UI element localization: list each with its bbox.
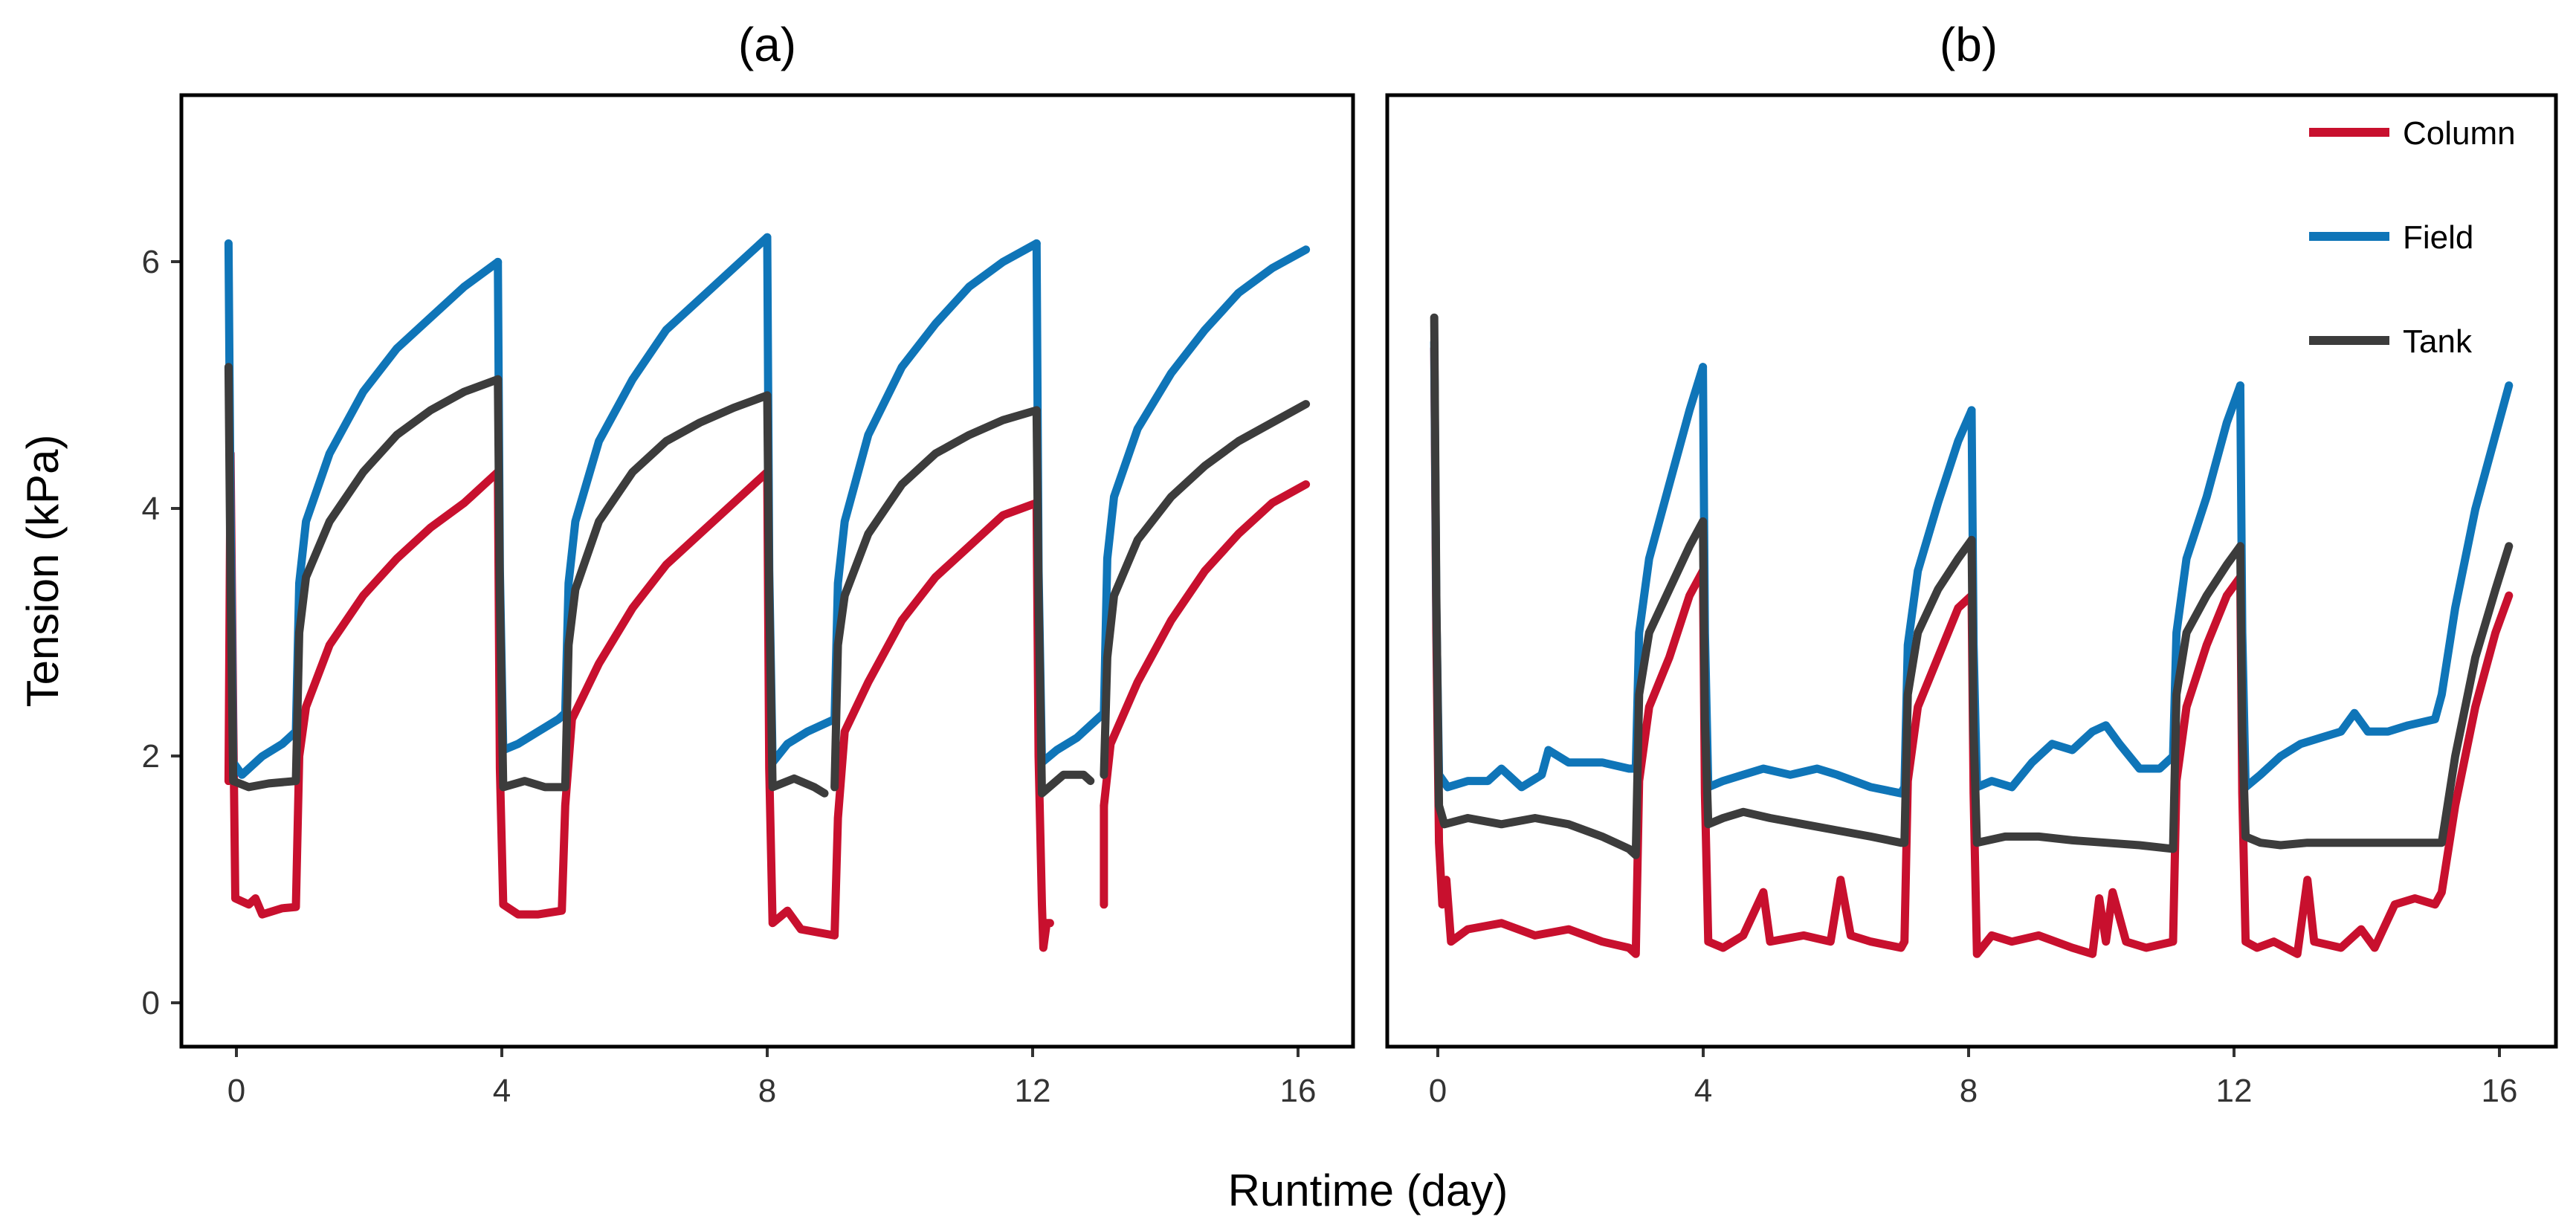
legend-label-column: Column xyxy=(2403,115,2516,152)
series-column-line xyxy=(1430,344,1708,958)
legend: Column Field Tank xyxy=(2309,115,2516,360)
series-column-line xyxy=(1967,572,2244,958)
panel-a-series xyxy=(224,233,1311,952)
x-tick-label: 16 xyxy=(1280,1073,1317,1109)
x-axis-title: Runtime (day) xyxy=(1228,1166,1508,1215)
panel-b-series xyxy=(1430,313,2514,958)
x-tick-label: 4 xyxy=(493,1073,511,1109)
x-tick-label: 4 xyxy=(1694,1073,1712,1109)
series-tank-line xyxy=(224,363,503,792)
x-tick-label: 16 xyxy=(2482,1073,2518,1109)
x-tick-label: 8 xyxy=(758,1073,776,1109)
series-column-line xyxy=(2236,572,2514,958)
series-tank-line xyxy=(830,406,1041,792)
series-tank-line xyxy=(1032,406,1095,798)
x-tick-label: 0 xyxy=(227,1073,245,1109)
panel-a-frame xyxy=(179,93,1355,1049)
legend-label-field: Field xyxy=(2403,219,2473,256)
y-tick-label: 4 xyxy=(142,491,160,527)
x-tick-label: 8 xyxy=(1960,1073,1978,1109)
series-column-line xyxy=(1699,566,1976,952)
panel-b: (b) 0 4 8 12 16 xyxy=(1385,18,2558,1109)
series-tank-line xyxy=(1430,313,1708,859)
series-field-line xyxy=(1967,381,2244,792)
series-tank-line xyxy=(2236,542,2514,850)
x-tick-label: 12 xyxy=(1015,1073,1051,1109)
x-tick-label: 0 xyxy=(1429,1073,1447,1109)
series-tank-line xyxy=(763,391,829,798)
series-column-line xyxy=(1100,480,1311,810)
series-tank-line xyxy=(1967,535,2244,853)
series-field-line xyxy=(1430,338,1708,792)
x-tick-label: 12 xyxy=(2216,1073,2253,1109)
series-field-line xyxy=(1699,363,1976,798)
y-tick-label: 0 xyxy=(142,985,160,1021)
panel-a: (a) 0 4 8 12 16 0 2 4 6 xyxy=(142,18,1355,1109)
y-axis-title: Tension (kPa) xyxy=(18,435,68,708)
panel-b-frame xyxy=(1385,93,2558,1049)
legend-label-tank: Tank xyxy=(2403,323,2473,360)
y-tick-label: 2 xyxy=(142,738,160,775)
panel-a-tick-labels: 0 4 8 12 16 0 2 4 6 xyxy=(142,244,1317,1109)
series-tank-line xyxy=(1100,400,1311,779)
panel-a-title: (a) xyxy=(738,18,796,71)
series-field-line xyxy=(494,233,772,755)
series-tank-line xyxy=(494,375,772,792)
panel-b-title: (b) xyxy=(1940,18,1998,71)
y-tick-label: 6 xyxy=(142,244,160,280)
series-field-line xyxy=(2236,381,2514,792)
series-column-line xyxy=(224,449,503,919)
series-tank-line xyxy=(1699,517,1976,847)
panel-b-tick-labels: 0 4 8 12 16 xyxy=(1429,1073,2518,1109)
series-column-line xyxy=(763,468,1041,940)
